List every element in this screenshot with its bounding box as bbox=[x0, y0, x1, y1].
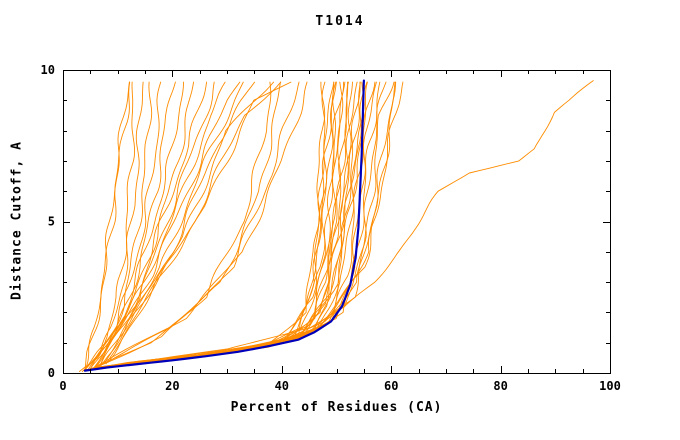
model-curve bbox=[95, 81, 226, 368]
model-curve bbox=[89, 81, 195, 369]
highlighted-model-curve bbox=[83, 79, 365, 372]
y-tick-label: 5 bbox=[48, 215, 55, 229]
model-curve bbox=[81, 81, 144, 372]
model-curve bbox=[78, 81, 136, 372]
x-tick-label: 0 bbox=[59, 379, 66, 393]
y-tick-label: 10 bbox=[41, 63, 55, 77]
model-curve bbox=[87, 81, 176, 371]
model-curve bbox=[95, 81, 300, 368]
x-tick-label: 40 bbox=[275, 379, 289, 393]
model-curve bbox=[84, 81, 326, 371]
x-tick-label: 100 bbox=[599, 379, 621, 393]
model-curve bbox=[92, 81, 381, 369]
model-curve bbox=[100, 81, 256, 366]
x-tick-label: 20 bbox=[165, 379, 179, 393]
model-curve bbox=[103, 81, 275, 365]
model-curve bbox=[107, 81, 292, 363]
x-tick-label: 60 bbox=[384, 379, 398, 393]
x-axis-label: Percent of Residues (CA) bbox=[230, 400, 443, 415]
model-curve bbox=[84, 81, 153, 371]
model-curve bbox=[90, 80, 594, 369]
model-curve bbox=[98, 81, 404, 368]
chart-title: T1014 bbox=[315, 14, 365, 29]
model-curve bbox=[84, 81, 131, 371]
model-curve bbox=[98, 81, 241, 368]
model-curve bbox=[95, 81, 308, 368]
y-tick-label: 0 bbox=[48, 366, 55, 380]
model-curve bbox=[93, 81, 377, 369]
model-curve bbox=[84, 81, 162, 371]
model-curve bbox=[84, 81, 130, 371]
model-curve bbox=[92, 81, 208, 369]
x-tick-label: 80 bbox=[493, 379, 507, 393]
model-curve bbox=[95, 81, 358, 369]
model-curve bbox=[98, 81, 396, 368]
model-curve bbox=[99, 81, 244, 366]
model-curve bbox=[95, 81, 215, 368]
